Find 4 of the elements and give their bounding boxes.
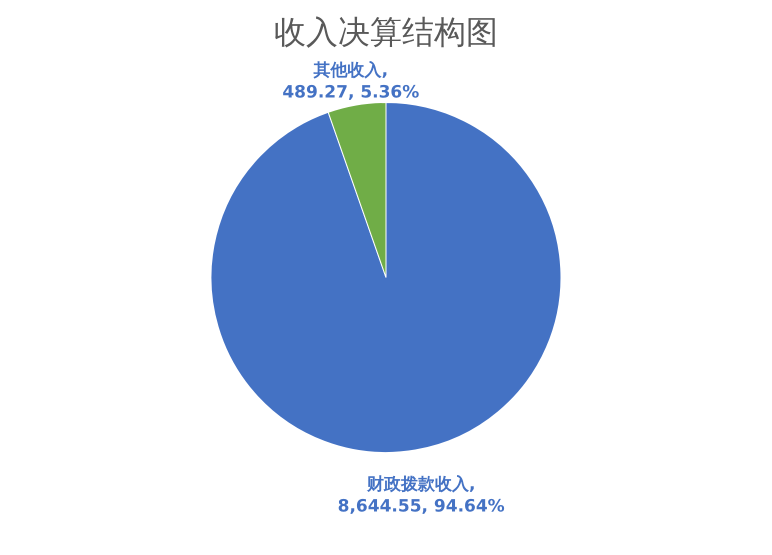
slice-label: 财政拨款收入, 8,644.55, 94.64%: [338, 474, 505, 517]
pie-slice: [210, 102, 562, 453]
chart-title: 收入决算结构图: [274, 13, 498, 51]
slice-label: 其他收入, 489.27, 5.36%: [282, 60, 420, 102]
